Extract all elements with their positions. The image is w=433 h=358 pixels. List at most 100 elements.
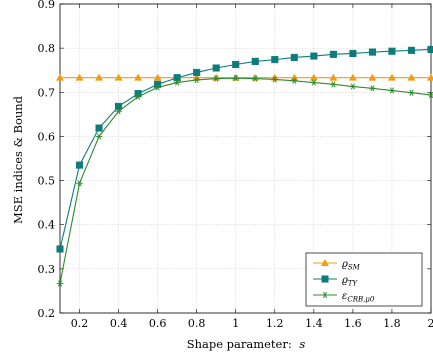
star-marker-stroke	[116, 108, 121, 115]
data-point	[290, 53, 298, 61]
y-tick-label: 0.6	[38, 130, 56, 143]
star-marker-stroke	[322, 291, 328, 299]
x-tick-label: 1	[232, 317, 239, 330]
x-axis-label: Shape parameter: s	[187, 337, 306, 351]
data-point	[291, 77, 298, 84]
y-tick-label: 0.3	[38, 263, 56, 276]
legend-entry: εCRB,μ0	[313, 291, 375, 304]
y-axis-label: MSE indices & Bound	[11, 95, 25, 224]
data-point	[75, 161, 84, 169]
data-point	[232, 60, 240, 69]
data-point	[427, 45, 433, 54]
legend-entry: ϱSM	[313, 258, 361, 272]
data-point	[271, 76, 279, 83]
legend-label: ϱSM	[342, 259, 361, 272]
star-marker-stroke	[57, 280, 63, 287]
y-tick-label: 0.5	[38, 175, 56, 188]
data-point	[154, 84, 161, 91]
data-point	[55, 73, 65, 81]
star-marker-stroke	[253, 75, 258, 82]
plot-frame	[59, 3, 432, 314]
data-point	[56, 245, 64, 253]
legend-label-subscript: SM	[348, 264, 361, 272]
data-point	[173, 74, 181, 82]
data-point	[349, 83, 357, 90]
legend-label-symbol: ϱ	[342, 275, 348, 286]
data-point	[407, 73, 416, 81]
x-tick-label: 1.2	[266, 317, 284, 330]
data-point	[95, 73, 104, 81]
data-point	[388, 47, 396, 55]
data-point	[329, 50, 337, 58]
series-group	[55, 45, 433, 287]
series-2	[56, 45, 433, 253]
data-point	[368, 73, 377, 81]
x-tick-label: 2	[428, 317, 433, 330]
legend-marker	[321, 275, 329, 283]
data-point	[115, 102, 123, 110]
data-point	[388, 87, 396, 94]
legend-entry: ϱTY	[313, 275, 359, 288]
x-tick-label: 1.4	[305, 317, 323, 330]
star-marker-stroke	[155, 84, 160, 91]
legend: ϱSM ϱTY εCRB,μ0	[305, 252, 423, 307]
series-3	[56, 75, 433, 287]
series-1	[55, 73, 433, 81]
data-point	[56, 280, 64, 287]
x-tick-label: 0.4	[110, 317, 128, 330]
data-point	[387, 73, 396, 81]
legend-label-symbol: ε	[342, 291, 347, 302]
data-point	[309, 73, 318, 81]
data-point	[193, 68, 201, 76]
data-point	[329, 73, 338, 81]
y-tick-label: 0.7	[38, 86, 56, 99]
star-marker-stroke	[194, 76, 199, 84]
data-point	[173, 79, 181, 86]
data-point	[407, 46, 416, 54]
data-point	[427, 91, 433, 99]
legend-label: εCRB,μ0	[342, 291, 375, 304]
data-point	[408, 89, 415, 96]
x-tick-label: 0.8	[188, 317, 206, 330]
star-marker-stroke	[214, 75, 219, 82]
data-point	[115, 108, 122, 115]
data-point	[369, 85, 376, 92]
y-tick-label: 0.2	[38, 307, 56, 320]
star-marker-stroke	[389, 87, 395, 94]
x-tick-label: 0.2	[71, 317, 89, 330]
data-point	[95, 124, 103, 132]
legend-marker	[320, 258, 330, 266]
star-marker-stroke	[331, 81, 336, 88]
star-marker-stroke	[350, 83, 355, 90]
x-axis-label-text: Shape parameter:	[187, 337, 292, 351]
star-marker-stroke	[409, 89, 414, 96]
star-marker-stroke	[370, 85, 375, 92]
data-point	[134, 93, 142, 100]
data-point	[310, 52, 318, 60]
data-point	[271, 56, 279, 64]
data-point	[153, 73, 162, 81]
star-marker-stroke	[175, 79, 180, 86]
data-point	[310, 79, 318, 86]
star-marker-stroke	[96, 133, 102, 140]
star-marker-stroke	[428, 91, 433, 99]
data-point	[251, 57, 259, 65]
x-tick-label: 1.6	[344, 317, 362, 330]
data-point	[348, 73, 357, 81]
legend-label-symbol: ϱ	[342, 259, 348, 270]
data-point	[134, 73, 143, 81]
data-point	[368, 48, 376, 56]
y-tick-label: 0.9	[38, 0, 56, 11]
data-point	[232, 75, 240, 82]
data-point	[75, 73, 84, 81]
data-point	[212, 75, 220, 82]
star-marker-stroke	[311, 79, 316, 86]
x-axis-label-variable: s	[299, 337, 305, 351]
star-marker-stroke	[233, 75, 238, 82]
data-point	[349, 49, 357, 57]
data-point	[251, 75, 259, 82]
star-marker-stroke	[272, 76, 277, 83]
y-tick-label: 0.4	[38, 219, 56, 232]
tick-labels: 0.2 0.4 0.6 0.8 1 1.2 1.4 1.6 1.8 2 0.2 0.3 0.4 0.5 0.…	[38, 0, 433, 330]
